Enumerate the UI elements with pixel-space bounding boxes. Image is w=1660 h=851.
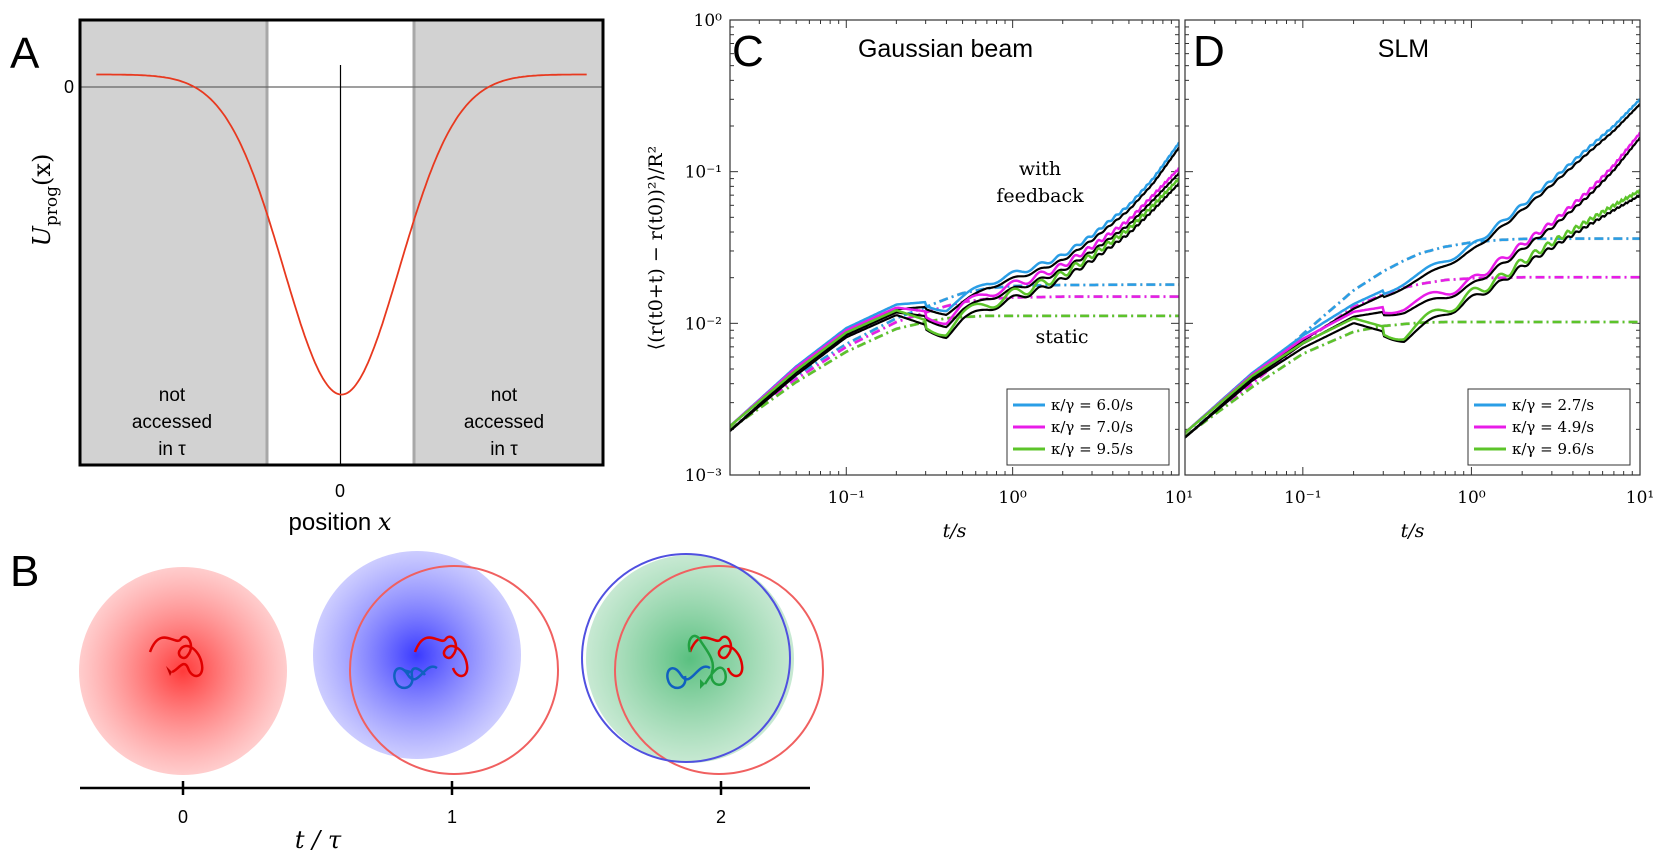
legend-label: κ/γ = 4.9/s	[1512, 418, 1594, 436]
y-tick-label-c: 10⁻³	[685, 466, 722, 486]
series-c	[730, 141, 1179, 432]
svg-text:accessed: accessed	[464, 412, 544, 433]
y-tick-label-c: 10⁻²	[685, 314, 722, 334]
legend-label: κ/γ = 7.0/s	[1051, 418, 1133, 436]
feedback-fit-line	[730, 182, 1179, 432]
x-tick-label-c: 10⁻¹	[828, 488, 865, 508]
panel-b: 0 1 2 t / τ	[79, 551, 824, 851]
trajectory-green-t2	[687, 634, 727, 686]
panel-label-d: D	[1193, 27, 1225, 76]
feedback-series-line	[730, 167, 1179, 428]
svg-text:in τ: in τ	[490, 439, 518, 460]
time-tick-label-1: 1	[447, 807, 457, 827]
legend-label: κ/γ = 9.6/s	[1512, 440, 1594, 458]
x-tick-zero: 0	[335, 481, 345, 501]
frame-a	[78, 18, 605, 467]
y-axis-label-c: ⟨(r(t0+t) − r(t0))²⟩/R²	[645, 146, 667, 350]
annotation-static: static	[1035, 326, 1088, 348]
y-tick-label-c: 10⁻¹	[685, 163, 722, 183]
region-right-shaded	[414, 20, 603, 465]
x-tick-label-c: 10¹	[1165, 488, 1193, 508]
static-series-line	[730, 283, 1179, 431]
panel-label-c: C	[732, 27, 764, 76]
x-axis-label-c: t/s	[943, 520, 967, 542]
trap-disk-t1	[313, 551, 521, 759]
svg-text:not: not	[491, 385, 518, 406]
annotation-not-accessed-left: not accessed in τ	[132, 385, 212, 460]
region-left-shaded	[80, 20, 267, 465]
frame-d	[1184, 19, 1641, 476]
feedback-fit-line	[730, 172, 1179, 432]
trajectory-red-t1	[413, 635, 469, 678]
x-tick-label-d: 10⁻¹	[1284, 488, 1321, 508]
feedback-series-line	[1185, 131, 1640, 434]
trajectory-blue-t2	[666, 665, 711, 689]
trajectory-red-t0	[148, 635, 204, 678]
frame-c	[729, 19, 1180, 476]
static-series-line	[1185, 276, 1640, 438]
xlabel-text: position	[289, 509, 378, 536]
annotation-not-accessed-right: not accessed in τ	[464, 385, 544, 460]
xlabel-var: x	[378, 508, 392, 536]
ticks-c	[729, 19, 1180, 476]
trajectory-red-t2	[688, 635, 744, 678]
panel-c: 10⁻¹ 10⁰ 10¹ 10⁻³ 10⁻² 10⁻¹ 10⁰ Gaussian beam t/…	[645, 11, 1193, 542]
annotation-feedback: feedback	[996, 185, 1084, 207]
trajectory-blue-t1	[393, 665, 438, 689]
feedback-series-line	[1185, 98, 1640, 434]
ylabel-sub: prog	[42, 186, 62, 226]
panel-label-b: B	[10, 547, 39, 596]
y-tick-zero: 0	[64, 77, 74, 97]
trap-disk-t0	[79, 567, 287, 775]
trajectory-arrow-t1	[404, 669, 412, 675]
svg-text:not: not	[159, 385, 186, 406]
previous-trap-outline-t1	[349, 565, 559, 775]
previous-trap-outline-red-t2	[614, 565, 824, 775]
legend-d: κ/γ = 2.7/s κ/γ = 4.9/s κ/γ = 9.6/s	[1467, 388, 1631, 466]
legend-label: κ/γ = 6.0/s	[1051, 396, 1133, 414]
legend-c: κ/γ = 6.0/s κ/γ = 7.0/s κ/γ = 9.5/s	[1006, 388, 1170, 466]
panel-label-a: A	[10, 29, 40, 78]
x-tick-label-d: 10⁰	[1457, 488, 1486, 508]
feedback-series-line	[1185, 189, 1640, 434]
x-tick-label-d: 10¹	[1626, 488, 1654, 508]
x-tick-label-c: 10⁰	[998, 488, 1027, 508]
time-tick-label-0: 0	[178, 807, 188, 827]
series-d	[1185, 98, 1640, 439]
chart-title-c: Gaussian beam	[858, 35, 1033, 63]
ylabel-u: U	[28, 225, 56, 246]
annotation-with: with	[1019, 158, 1061, 180]
x-axis-label-d: t/s	[1401, 520, 1425, 542]
time-tick-label-2: 2	[716, 807, 726, 827]
trajectory-arrow-t0	[166, 666, 172, 676]
feedback-fit-line	[1185, 136, 1640, 439]
y-tick-label-c: 10⁰	[694, 11, 723, 31]
feedback-fit-line	[1185, 194, 1640, 439]
feedback-series-line	[730, 177, 1179, 428]
svg-text:accessed: accessed	[132, 412, 212, 433]
time-axis-label: t / τ	[295, 826, 342, 851]
legend-label: κ/γ = 2.7/s	[1512, 396, 1594, 414]
previous-trap-outline-blue-t2	[581, 553, 791, 763]
panel-a: 0 0 position x Uprog(x) not accessed in …	[28, 18, 605, 536]
legend-label: κ/γ = 9.5/s	[1051, 440, 1133, 458]
trap-disk-t2	[586, 555, 794, 763]
potential-curve	[96, 73, 587, 396]
trajectory-arrow-t2	[700, 679, 705, 689]
y-axis-label-a: Uprog(x)	[28, 154, 62, 247]
ylabel-arg: (x)	[28, 154, 56, 186]
chart-title-d: SLM	[1378, 35, 1429, 63]
x-axis-label-a: position x	[289, 508, 392, 536]
svg-text:in τ: in τ	[158, 439, 186, 460]
